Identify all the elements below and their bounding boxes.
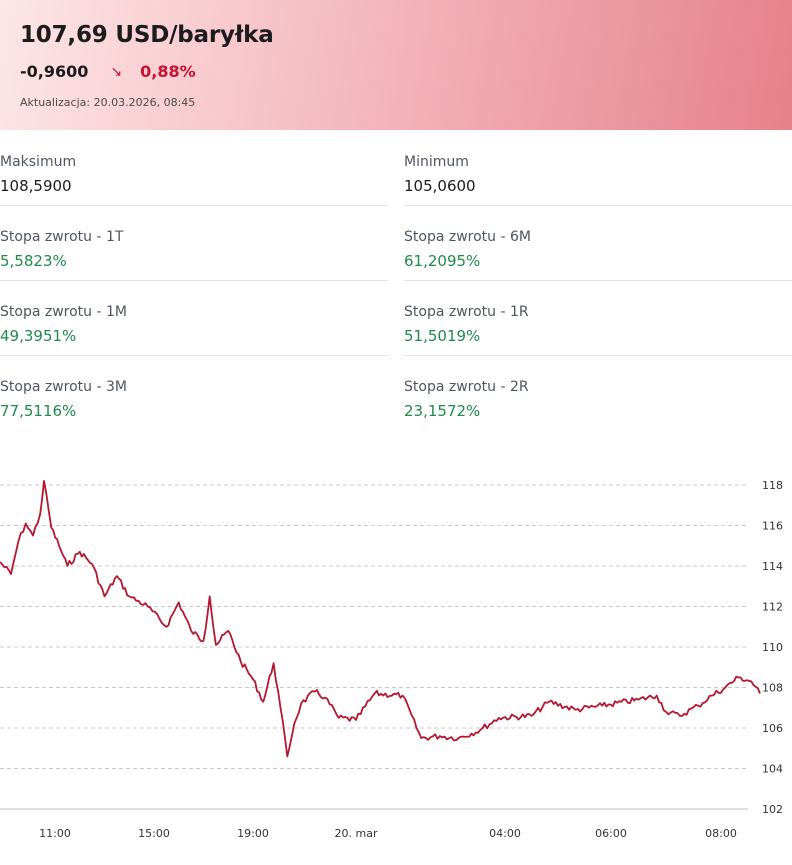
x-tick-label: 15:00	[138, 827, 170, 840]
stat-label: Minimum	[404, 154, 469, 170]
stat-return-1t: Stopa zwrotu - 1T 5,5823%	[0, 205, 388, 281]
stat-value: 77,5116%	[0, 402, 77, 420]
stat-min: Minimum 105,0600	[404, 130, 792, 206]
arrow-down-right-icon: ↘	[110, 63, 123, 80]
stat-label: Stopa zwrotu - 1R	[404, 304, 529, 320]
stat-max: Maksimum 108,5900	[0, 130, 388, 206]
x-tick-label: 04:00	[489, 827, 521, 840]
y-tick-label: 106	[762, 722, 783, 735]
stat-return-1m: Stopa zwrotu - 1M 49,3951%	[0, 280, 388, 356]
y-tick-label: 110	[762, 641, 783, 654]
x-tick-label: 08:00	[705, 827, 737, 840]
stat-label: Stopa zwrotu - 6M	[404, 229, 531, 245]
stat-value: 105,0600	[404, 177, 476, 195]
change-row: -0,9600 ↘ 0,88%	[20, 62, 196, 81]
stat-value: 5,5823%	[0, 252, 67, 270]
stat-label: Stopa zwrotu - 1T	[0, 229, 124, 245]
x-tick-label: 06:00	[595, 827, 627, 840]
y-tick-label: 116	[762, 520, 783, 533]
x-tick-label: 20. mar	[335, 827, 378, 840]
update-timestamp: Aktualizacja: 20.03.2026, 08:45	[20, 96, 196, 109]
chart-svg[interactable]: 118 116 114 112 110 108 106 104 102 11:00 15:00 19:…	[0, 465, 792, 865]
series-line	[0, 480, 761, 758]
y-tick-label: 114	[762, 560, 783, 573]
y-tick-label: 118	[762, 479, 783, 492]
stat-value: 108,5900	[0, 177, 72, 195]
stat-return-1r: Stopa zwrotu - 1R 51,5019%	[404, 280, 792, 356]
price-title: 107,69 USD/baryłka	[20, 22, 274, 48]
stat-return-3m: Stopa zwrotu - 3M 77,5116%	[0, 355, 388, 430]
stat-return-6m: Stopa zwrotu - 6M 61,2095%	[404, 205, 792, 281]
y-tick-label: 102	[762, 803, 783, 816]
stat-value: 23,1572%	[404, 402, 481, 420]
stat-label: Maksimum	[0, 154, 77, 170]
change-percent: 0,88%	[140, 62, 196, 81]
x-tick-label: 11:00	[39, 827, 71, 840]
stat-value: 61,2095%	[404, 252, 481, 270]
stat-value: 51,5019%	[404, 327, 481, 345]
y-tick-label: 108	[762, 682, 783, 695]
price-chart[interactable]: 118 116 114 112 110 108 106 104 102 11:00 15:00 19:…	[0, 465, 792, 865]
x-tick-label: 19:00	[237, 827, 269, 840]
stat-label: Stopa zwrotu - 1M	[0, 304, 127, 320]
y-tick-label: 104	[762, 763, 783, 776]
stat-label: Stopa zwrotu - 2R	[404, 379, 529, 395]
change-absolute: -0,9600	[20, 62, 89, 81]
stat-return-2r: Stopa zwrotu - 2R 23,1572%	[404, 355, 792, 430]
stat-label: Stopa zwrotu - 3M	[0, 379, 127, 395]
quote-header: 107,69 USD/baryłka -0,9600 ↘ 0,88% Aktua…	[0, 0, 792, 130]
stat-value: 49,3951%	[0, 327, 77, 345]
y-tick-label: 112	[762, 601, 783, 614]
